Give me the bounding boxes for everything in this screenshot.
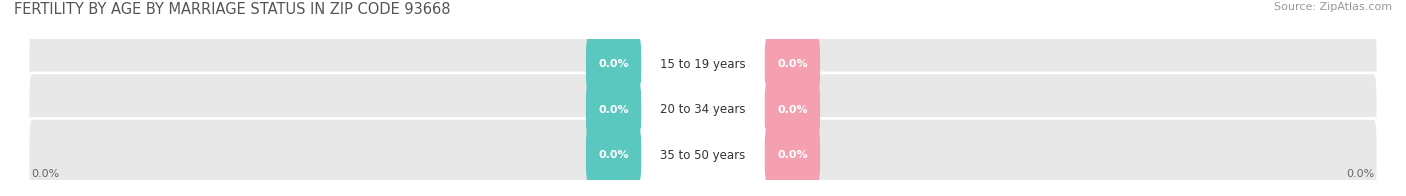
Text: 0.0%: 0.0% xyxy=(1347,169,1375,179)
FancyBboxPatch shape xyxy=(765,38,820,90)
Text: 15 to 19 years: 15 to 19 years xyxy=(661,58,745,71)
FancyBboxPatch shape xyxy=(640,35,766,94)
Text: 0.0%: 0.0% xyxy=(599,59,628,69)
Text: 0.0%: 0.0% xyxy=(31,169,59,179)
Text: 0.0%: 0.0% xyxy=(778,150,807,160)
FancyBboxPatch shape xyxy=(586,38,641,90)
Text: 35 to 50 years: 35 to 50 years xyxy=(661,149,745,162)
FancyBboxPatch shape xyxy=(28,27,1378,101)
FancyBboxPatch shape xyxy=(640,126,766,185)
Text: FERTILITY BY AGE BY MARRIAGE STATUS IN ZIP CODE 93668: FERTILITY BY AGE BY MARRIAGE STATUS IN Z… xyxy=(14,2,450,17)
Text: 20 to 34 years: 20 to 34 years xyxy=(661,103,745,116)
Text: 0.0%: 0.0% xyxy=(778,59,807,69)
FancyBboxPatch shape xyxy=(28,73,1378,147)
FancyBboxPatch shape xyxy=(765,129,820,181)
Text: 0.0%: 0.0% xyxy=(599,105,628,115)
FancyBboxPatch shape xyxy=(28,118,1378,192)
Text: 0.0%: 0.0% xyxy=(599,150,628,160)
FancyBboxPatch shape xyxy=(586,129,641,181)
FancyBboxPatch shape xyxy=(765,84,820,136)
FancyBboxPatch shape xyxy=(586,84,641,136)
Text: 0.0%: 0.0% xyxy=(778,105,807,115)
Text: Source: ZipAtlas.com: Source: ZipAtlas.com xyxy=(1274,2,1392,12)
FancyBboxPatch shape xyxy=(640,80,766,139)
